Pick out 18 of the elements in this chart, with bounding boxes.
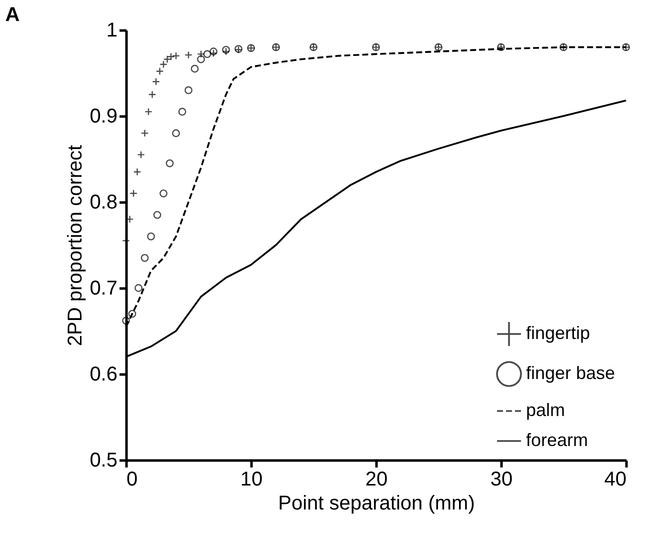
y-tick-label: 0.6	[90, 364, 118, 386]
x-tick-label: 10	[240, 468, 263, 490]
legend-label: fingertip	[526, 323, 590, 343]
y-tick-label: 0.9	[90, 106, 118, 128]
legend-label: palm	[526, 400, 566, 420]
y-tick-label: 0.5	[90, 450, 118, 472]
x-tick-label: 0	[126, 468, 138, 490]
x-tick-label: 40	[604, 468, 626, 490]
y-tick-label: 0.7	[90, 278, 118, 300]
y-tick-label: 1	[106, 20, 118, 42]
x-tick-label: 30	[490, 468, 513, 490]
y-axis-title: 2PD proportion correct	[64, 144, 87, 346]
legend-label: forearm	[526, 430, 588, 450]
legend-label: finger base	[526, 363, 616, 383]
y-tick-label: 0.8	[90, 192, 118, 214]
x-tick-label: 20	[365, 468, 388, 490]
x-axis-title: Point separation (mm)	[278, 492, 475, 514]
chart-title: A	[5, 4, 20, 26]
